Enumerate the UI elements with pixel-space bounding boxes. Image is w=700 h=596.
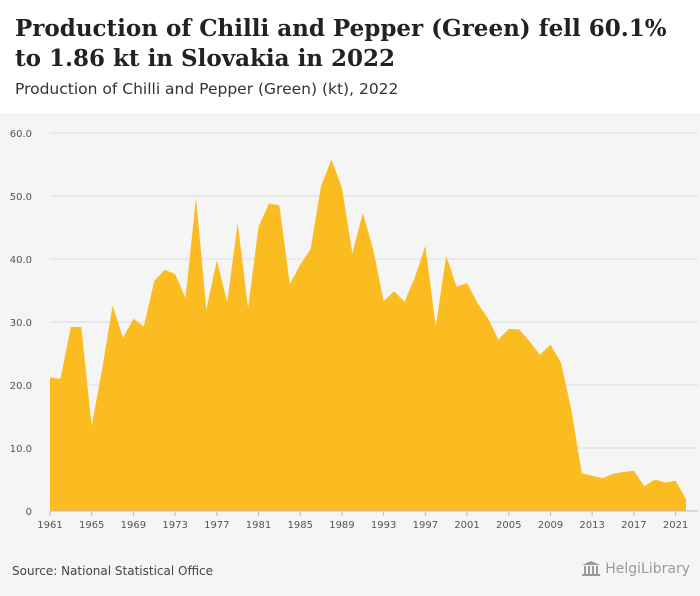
data-point (674, 479, 678, 483)
y-tick-label: 40.0 (10, 255, 32, 266)
chart-area: 0 10.0 20.0 30.0 40.0 50.0 60.0 1961 1965 1969 197… (0, 113, 700, 596)
data-point (152, 279, 156, 283)
data-point (465, 281, 469, 285)
data-point (496, 338, 500, 342)
x-tick-label: 1961 (37, 520, 62, 531)
data-point (382, 299, 386, 303)
x-tick-label: 1981 (246, 520, 271, 531)
data-point (434, 324, 438, 328)
data-point (590, 474, 594, 478)
data-point (548, 343, 552, 347)
x-tick-label: 2021 (663, 520, 688, 531)
x-tick-label: 2009 (538, 520, 563, 531)
logo-text: HelgiLibrary (605, 561, 690, 577)
data-point (642, 484, 646, 488)
data-point (236, 221, 240, 225)
data-point (330, 157, 334, 161)
y-tick-label: 0 (26, 507, 32, 518)
data-point (653, 478, 657, 482)
x-tick-label: 1989 (329, 520, 354, 531)
y-tick-label: 30.0 (10, 318, 32, 329)
data-point (79, 325, 83, 329)
x-tick-label: 1977 (204, 520, 229, 531)
x-tick-label: 2001 (454, 520, 479, 531)
data-point (684, 497, 688, 501)
data-point (131, 317, 135, 321)
data-point (100, 367, 104, 371)
data-point (225, 300, 229, 304)
data-point (340, 186, 344, 190)
header: Production of Chilli and Pepper (Green) … (0, 0, 700, 113)
data-point (361, 211, 365, 215)
x-tick-label: 1973 (162, 520, 187, 531)
data-point (215, 258, 219, 262)
data-point (569, 408, 573, 412)
data-point (194, 196, 198, 200)
library-building-icon (582, 561, 601, 576)
data-point (90, 424, 94, 428)
x-tick-label: 2005 (496, 520, 521, 531)
data-point (371, 248, 375, 252)
data-point (486, 316, 490, 320)
data-point (475, 301, 479, 305)
data-point (288, 282, 292, 286)
helgilibrary-logo[interactable]: HelgiLibrary (581, 561, 690, 577)
x-tick-label: 2017 (621, 520, 646, 531)
y-tick-label: 60.0 (10, 129, 32, 140)
chart-subtitle: Production of Chilli and Pepper (Green) … (15, 80, 399, 98)
data-point (163, 268, 167, 272)
data-point (350, 251, 354, 255)
x-tick-label: 1965 (79, 520, 104, 531)
source-note: Source: National Statistical Office (12, 564, 214, 578)
data-point (402, 300, 406, 304)
production-area (50, 159, 686, 511)
data-point (423, 244, 427, 248)
data-series (48, 157, 688, 511)
data-point (184, 296, 188, 300)
data-point (267, 202, 271, 206)
data-point (58, 377, 62, 381)
data-point (319, 184, 323, 188)
y-tick-label: 20.0 (10, 381, 32, 392)
data-point (632, 469, 636, 473)
axes: 0 10.0 20.0 30.0 40.0 50.0 60.0 1961 1965 1969 197… (10, 129, 698, 531)
data-point (142, 324, 146, 328)
data-point (580, 471, 584, 475)
data-point (528, 340, 532, 344)
data-point (663, 481, 667, 485)
data-point (455, 285, 459, 289)
data-point (517, 328, 521, 332)
data-point (392, 289, 396, 293)
y-tick-label: 10.0 (10, 444, 32, 455)
data-point (601, 476, 605, 480)
x-tick-label: 1985 (288, 520, 313, 531)
x-tick-label: 1993 (371, 520, 396, 531)
data-point (611, 472, 615, 476)
x-tick-label: 2013 (579, 520, 604, 531)
data-point (246, 306, 250, 310)
chart-title: Production of Chilli and Pepper (Green) … (15, 15, 667, 72)
data-point (111, 304, 115, 308)
data-point (173, 272, 177, 276)
y-tick-label: 50.0 (10, 192, 32, 203)
data-point (48, 375, 52, 379)
data-point (277, 203, 281, 207)
data-point (69, 325, 73, 329)
data-point (444, 254, 448, 258)
x-tick-label: 1997 (413, 520, 438, 531)
data-point (621, 470, 625, 474)
area-chart: 0 10.0 20.0 30.0 40.0 50.0 60.0 1961 1965 1969 197… (10, 129, 698, 531)
data-point (309, 247, 313, 251)
data-point (559, 360, 563, 364)
data-point (298, 263, 302, 267)
x-tick-label: 1969 (121, 520, 146, 531)
data-point (121, 336, 125, 340)
data-point (538, 353, 542, 357)
data-point (507, 327, 511, 331)
data-point (413, 275, 417, 279)
data-point (204, 307, 208, 311)
data-point (257, 225, 261, 229)
